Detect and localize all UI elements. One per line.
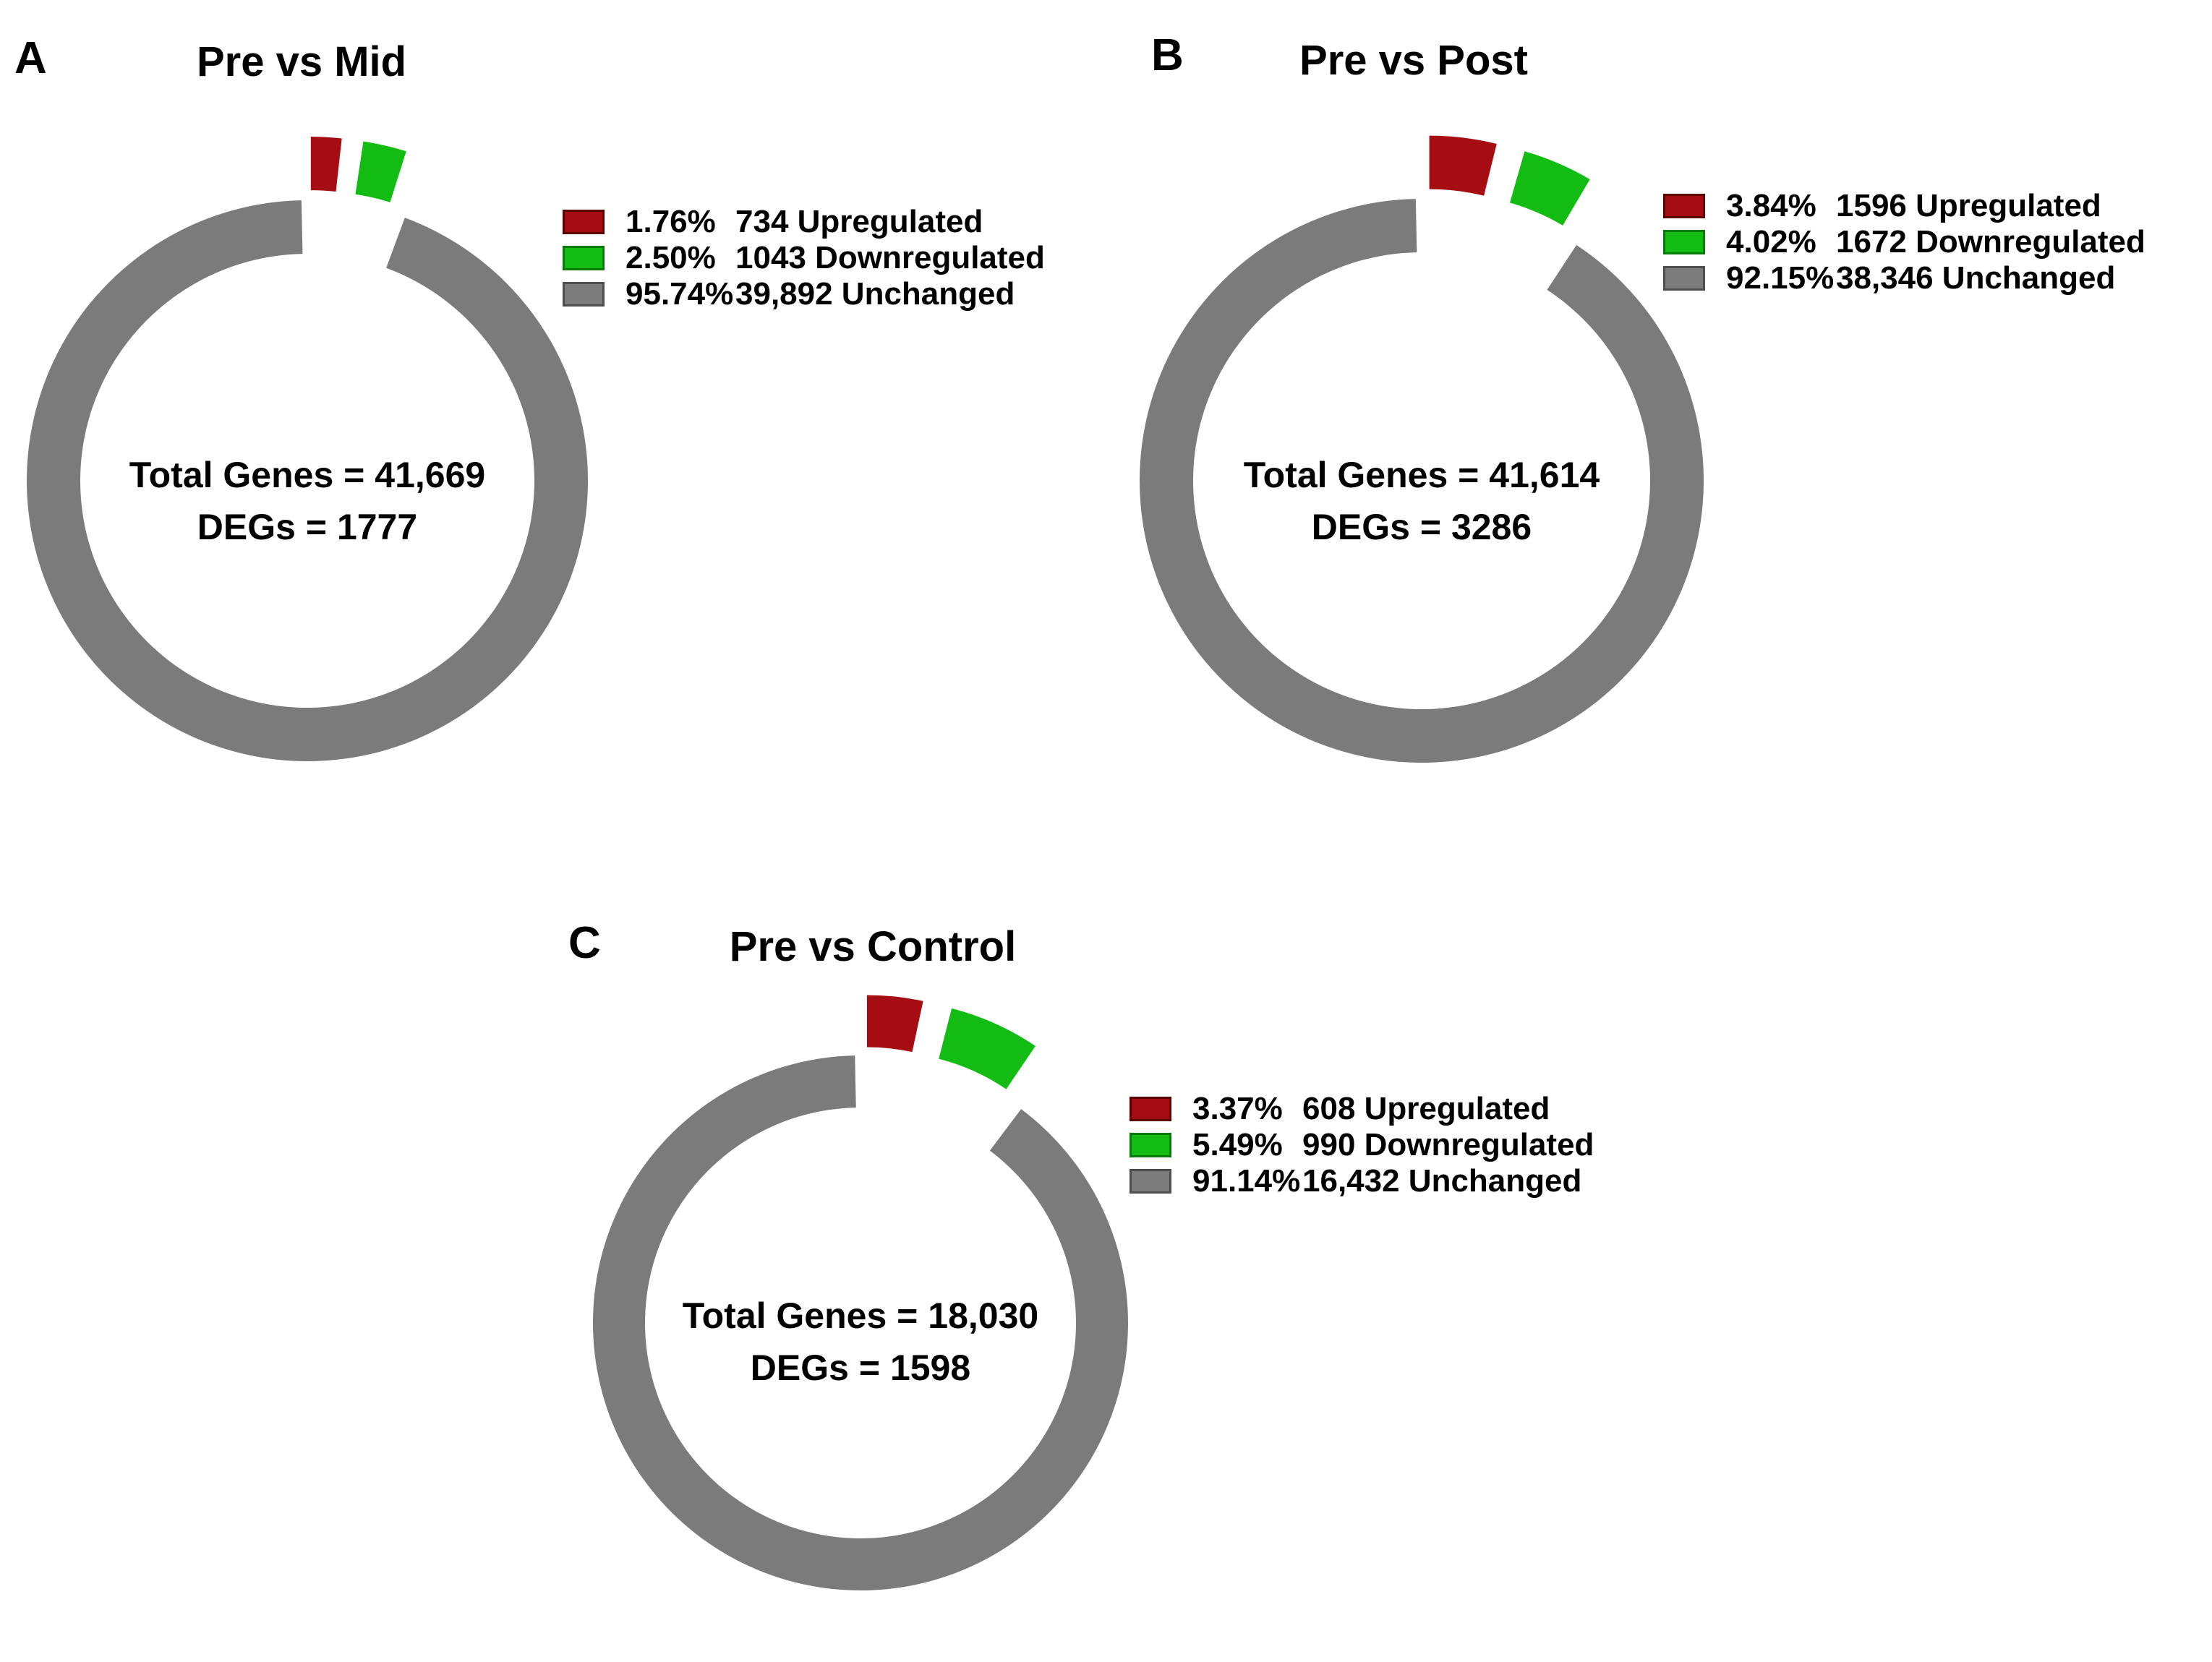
degs-text: DEGs = 1777 — [197, 507, 418, 547]
upregulated-slice — [1429, 135, 1497, 196]
upregulated-slice — [310, 137, 342, 192]
legend-a: 1.76% 734 Upregulated 2.50% 1043 Downreg… — [563, 204, 1045, 312]
legend-c: 3.37% 608 Upregulated 5.49% 990 Downregu… — [1130, 1091, 1594, 1199]
panel-label-c: C — [568, 918, 601, 968]
legend-percent: 2.50% — [625, 240, 716, 275]
donut-chart-a — [27, 137, 589, 762]
upregulated-swatch — [1130, 1097, 1171, 1121]
downregulated-slice — [1509, 151, 1590, 226]
legend-label: 1672 Downregulated — [1836, 224, 2145, 260]
legend-percent: 3.84% — [1726, 188, 1816, 223]
legend-label: 990 Downregulated — [1302, 1127, 1594, 1162]
donut-chart-b — [1140, 135, 1704, 763]
total-genes-text: Total Genes = 18,030 — [682, 1295, 1039, 1336]
panel-title-b: Pre vs Post — [1299, 37, 1528, 84]
legend-row-downregulated: 4.02% 1672 Downregulated — [1663, 224, 2145, 260]
legend-b: 3.84% 1596 Upregulated 4.02% 1672 Downre… — [1663, 188, 2145, 296]
legend-label: 39,892 Unchanged — [735, 276, 1015, 312]
legend-label: 1596 Upregulated — [1836, 188, 2101, 223]
panel-label-a: A — [14, 33, 47, 83]
total-genes-text: Total Genes = 41,669 — [129, 455, 486, 495]
legend-label: 38,346 Unchanged — [1836, 260, 2116, 296]
total-genes-text: Total Genes = 41,614 — [1243, 455, 1600, 495]
legend-row-upregulated: 3.84% 1596 Upregulated — [1663, 188, 2145, 224]
downregulated-swatch — [563, 246, 605, 270]
donut-center-text-b: Total Genes = 41,614 DEGs = 3286 — [1244, 449, 1600, 553]
downregulated-slice — [939, 1008, 1035, 1089]
legend-row-downregulated: 5.49% 990 Downregulated — [1130, 1127, 1594, 1163]
unchanged-swatch — [1663, 266, 1705, 291]
degs-text: DEGs = 1598 — [750, 1348, 971, 1388]
legend-percent: 5.49% — [1192, 1127, 1283, 1162]
unchanged-swatch — [1130, 1169, 1171, 1194]
legend-percent: 95.74% — [625, 276, 734, 312]
upregulated-slice — [866, 995, 923, 1053]
donut-center-text-c: Total Genes = 18,030 DEGs = 1598 — [683, 1290, 1038, 1394]
legend-label: 608 Upregulated — [1302, 1091, 1550, 1126]
upregulated-swatch — [563, 210, 605, 234]
legend-row-downregulated: 2.50% 1043 Downregulated — [563, 240, 1045, 276]
downregulated-swatch — [1130, 1133, 1171, 1157]
panel-label-b: B — [1151, 30, 1184, 80]
downregulated-slice — [355, 141, 406, 202]
downregulated-swatch — [1663, 230, 1705, 254]
legend-label: 734 Upregulated — [735, 204, 983, 239]
legend-row-unchanged: 95.74% 39,892 Unchanged — [563, 276, 1045, 312]
legend-row-upregulated: 1.76% 734 Upregulated — [563, 204, 1045, 240]
degs-text: DEGs = 3286 — [1311, 507, 1532, 547]
legend-row-upregulated: 3.37% 608 Upregulated — [1130, 1091, 1594, 1127]
panel-title-c: Pre vs Control — [729, 923, 1017, 970]
donut-center-text-a: Total Genes = 41,669 DEGs = 1777 — [129, 449, 485, 553]
legend-percent: 4.02% — [1726, 224, 1816, 260]
legend-row-unchanged: 91.14% 16,432 Unchanged — [1130, 1163, 1594, 1199]
legend-percent: 1.76% — [625, 204, 716, 239]
legend-percent: 91.14% — [1192, 1163, 1301, 1199]
legend-percent: 92.15% — [1726, 260, 1835, 296]
legend-label: 1043 Downregulated — [735, 240, 1045, 275]
unchanged-swatch — [563, 282, 605, 307]
upregulated-swatch — [1663, 194, 1705, 218]
donut-chart-c — [592, 995, 1128, 1590]
panel-title-a: Pre vs Mid — [196, 38, 407, 85]
legend-percent: 3.37% — [1192, 1091, 1283, 1126]
legend-row-unchanged: 92.15% 38,346 Unchanged — [1663, 260, 2145, 296]
legend-label: 16,432 Unchanged — [1302, 1163, 1582, 1199]
